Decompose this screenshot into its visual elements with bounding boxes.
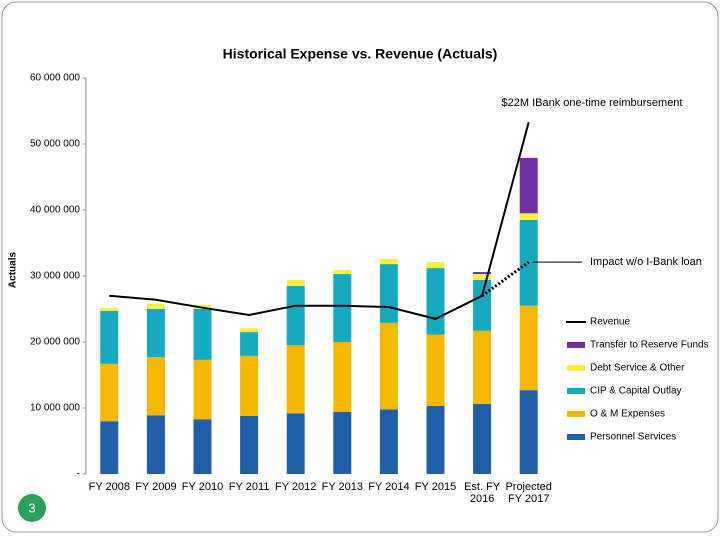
- bar-segment: [333, 411, 352, 474]
- y-axis-title: Actuals: [8, 252, 19, 289]
- bar-segment: [473, 274, 492, 280]
- page-badge: [18, 494, 46, 522]
- x-tick-label: Est. FY 2016: [464, 481, 501, 505]
- bar-segment: [146, 357, 165, 416]
- x-tick-label: FY 2014: [368, 481, 410, 493]
- x-tick-label: FY 2008: [88, 481, 130, 493]
- x-tick-label: FY 2010: [181, 481, 224, 493]
- bar-segment: [519, 157, 538, 214]
- x-tick-label: FY 2015: [414, 481, 457, 493]
- y-tick-label: 10 000 000: [30, 403, 80, 414]
- legend-swatch: [567, 342, 585, 348]
- impact-line: [481, 260, 530, 298]
- bar-segment: [100, 363, 119, 422]
- bar-segment: [193, 359, 212, 420]
- bar-segment: [426, 406, 445, 474]
- legend-label: Revenue: [590, 317, 630, 328]
- bar-segment: [519, 305, 538, 391]
- y-tick-label: 40 000 000: [30, 205, 80, 216]
- bar-segment: [519, 213, 538, 220]
- x-tick-label: FY 2011: [228, 481, 270, 493]
- legend-label: Personnel Services: [590, 432, 676, 443]
- legend-label: O & M Expenses: [590, 409, 665, 420]
- x-tick-label: Projected FY 2017: [505, 481, 552, 505]
- bar-segment: [426, 262, 445, 269]
- bar-segment: [379, 409, 398, 474]
- legend-swatch: [567, 434, 585, 440]
- y-tick-label: 60 000 000: [30, 73, 80, 84]
- bar-segment: [286, 279, 305, 286]
- legend-label: CIP & Capital Outlay: [590, 386, 682, 397]
- x-tick-label: FY 2009: [135, 481, 177, 493]
- bar-segment: [379, 264, 398, 323]
- bar-segment: [426, 334, 445, 407]
- bar-segment: [426, 268, 445, 335]
- bar-segment: [100, 310, 119, 364]
- bar-segment: [473, 279, 492, 331]
- y-tick-label: 50 000 000: [30, 139, 80, 150]
- series-label: Impact w/o I-Bank loan: [590, 256, 702, 268]
- bar-segment: [146, 415, 165, 474]
- x-tick-label: FY 2012: [274, 481, 317, 493]
- bar-segment: [240, 332, 259, 356]
- bar-segment: [379, 258, 398, 265]
- bar-segment: [240, 415, 259, 474]
- bar-segment: [333, 342, 352, 412]
- bar-segment: [379, 322, 398, 410]
- bar-segment: [146, 303, 165, 309]
- legend-swatch: [567, 411, 585, 417]
- bar-segment: [100, 307, 119, 311]
- page-number: 3: [28, 500, 35, 515]
- x-tick-label: FY 2013: [321, 481, 363, 493]
- bar-segment: [473, 404, 492, 474]
- legend-swatch: [567, 365, 585, 371]
- y-tick-label: 20 000 000: [30, 337, 80, 348]
- bar-segment: [286, 285, 305, 346]
- annotation: $22M IBank one-time reimbursement: [502, 97, 683, 109]
- legend-swatch: [567, 388, 585, 394]
- revenue-line: [109, 121, 530, 320]
- bar-segment: [473, 272, 492, 275]
- y-tick-label: -: [77, 469, 80, 480]
- y-tick-label: 30 000 000: [30, 271, 80, 282]
- bar-segment: [473, 330, 492, 405]
- bar-segment: [193, 309, 212, 360]
- chart-title: Historical Expense vs. Revenue (Actuals): [223, 46, 498, 62]
- legend-label: Debt Service & Other: [590, 363, 685, 374]
- bar-segment: [146, 309, 165, 358]
- bar-segment: [286, 345, 305, 414]
- legend-label: Transfer to Reserve Funds: [590, 340, 709, 351]
- bar-segment: [286, 413, 305, 474]
- bar-segment: [240, 328, 259, 333]
- bar-segment: [333, 274, 352, 342]
- bar-segment: [193, 419, 212, 474]
- bar-segment: [519, 390, 538, 474]
- bar-segment: [333, 270, 352, 275]
- bar-segment: [240, 355, 259, 416]
- bar-segment: [100, 421, 119, 474]
